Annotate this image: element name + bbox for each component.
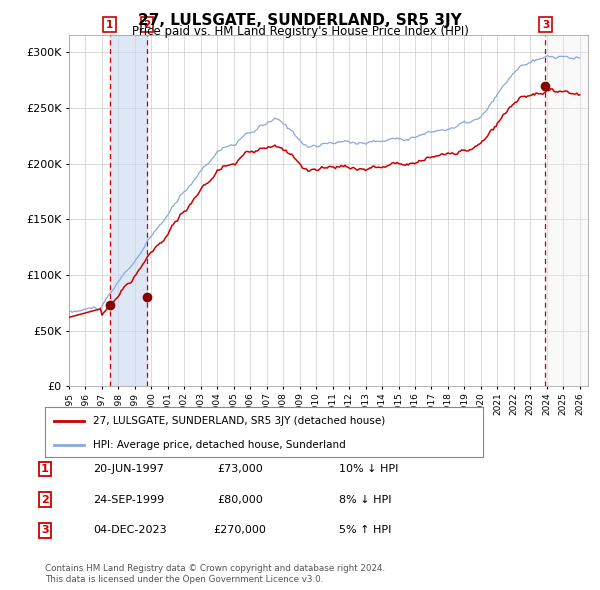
Text: 2: 2 <box>41 495 49 504</box>
Bar <box>110 35 147 386</box>
Text: 5% ↑ HPI: 5% ↑ HPI <box>339 526 391 535</box>
Text: £80,000: £80,000 <box>217 495 263 504</box>
Bar <box>545 35 588 386</box>
Text: HPI: Average price, detached house, Sunderland: HPI: Average price, detached house, Sund… <box>93 440 346 450</box>
Text: 2: 2 <box>143 20 151 30</box>
Text: 20-JUN-1997: 20-JUN-1997 <box>93 464 164 474</box>
Text: 3: 3 <box>542 20 549 30</box>
Text: £270,000: £270,000 <box>214 526 266 535</box>
Text: 1: 1 <box>106 20 113 30</box>
Text: 3: 3 <box>41 526 49 535</box>
Text: Price paid vs. HM Land Registry's House Price Index (HPI): Price paid vs. HM Land Registry's House … <box>131 25 469 38</box>
Text: 10% ↓ HPI: 10% ↓ HPI <box>339 464 398 474</box>
Text: 27, LULSGATE, SUNDERLAND, SR5 3JY (detached house): 27, LULSGATE, SUNDERLAND, SR5 3JY (detac… <box>93 416 385 426</box>
Text: £73,000: £73,000 <box>217 464 263 474</box>
Text: 27, LULSGATE, SUNDERLAND, SR5 3JY: 27, LULSGATE, SUNDERLAND, SR5 3JY <box>138 13 462 28</box>
Text: 04-DEC-2023: 04-DEC-2023 <box>93 526 167 535</box>
Text: 24-SEP-1999: 24-SEP-1999 <box>93 495 164 504</box>
Text: This data is licensed under the Open Government Licence v3.0.: This data is licensed under the Open Gov… <box>45 575 323 584</box>
Text: 8% ↓ HPI: 8% ↓ HPI <box>339 495 391 504</box>
Text: 1: 1 <box>41 464 49 474</box>
Text: Contains HM Land Registry data © Crown copyright and database right 2024.: Contains HM Land Registry data © Crown c… <box>45 565 385 573</box>
Bar <box>545 35 588 386</box>
